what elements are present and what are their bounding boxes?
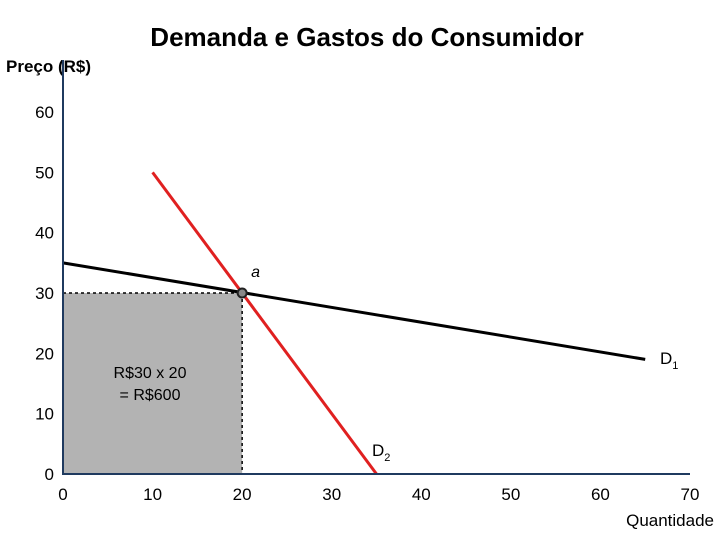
spending-label-line1: R$30 x 20 bbox=[114, 365, 187, 382]
y-tick-label: 10 bbox=[35, 405, 54, 424]
y-tick-label: 0 bbox=[45, 465, 54, 484]
series-label-d1: D1 bbox=[660, 349, 678, 372]
y-tick-label: 20 bbox=[35, 344, 54, 363]
series-line-d2 bbox=[151, 171, 378, 475]
series-layer bbox=[62, 171, 646, 475]
x-tick-label: 10 bbox=[143, 485, 162, 504]
chart-title: Demanda e Gastos do Consumidor bbox=[150, 22, 583, 52]
y-tick-label: 60 bbox=[35, 103, 54, 122]
x-tick-label: 40 bbox=[412, 485, 431, 504]
y-tick-label: 30 bbox=[35, 284, 54, 303]
x-tick-label: 60 bbox=[591, 485, 610, 504]
point-a-label: a bbox=[251, 264, 260, 281]
spending-area bbox=[63, 293, 243, 474]
series-label-d2: D2 bbox=[372, 441, 390, 464]
x-tick-label: 50 bbox=[501, 485, 520, 504]
x-tick-label: 20 bbox=[233, 485, 252, 504]
y-tick-label: 40 bbox=[35, 224, 54, 243]
x-tick-label: 70 bbox=[681, 485, 700, 504]
x-axis-label: Quantidade bbox=[626, 511, 714, 530]
y-axis-label: Preço (R$) bbox=[6, 57, 91, 76]
y-tick-label: 50 bbox=[35, 163, 54, 182]
series-line-d1 bbox=[62, 261, 646, 361]
point-a-marker bbox=[236, 287, 248, 299]
ticks-layer: 0 10 20 30 40 50 60 70 0 10 20 30 40 50 60 bbox=[35, 103, 699, 504]
x-tick-label: 30 bbox=[322, 485, 341, 504]
spending-label-line2: = R$600 bbox=[120, 387, 181, 404]
x-tick-label: 0 bbox=[58, 485, 67, 504]
